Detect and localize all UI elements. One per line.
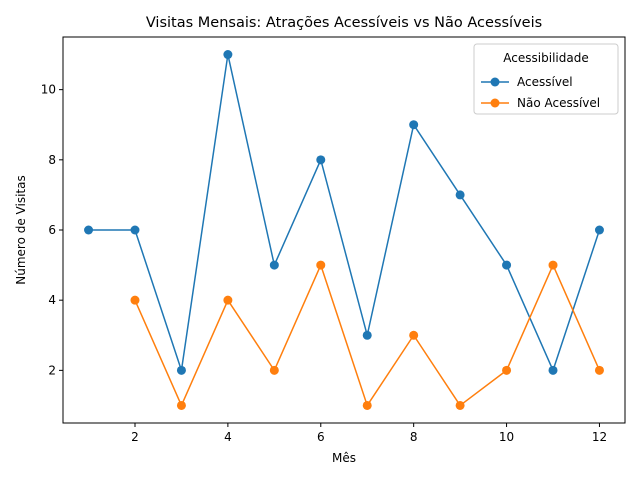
data-point: [223, 295, 233, 305]
data-point: [548, 365, 558, 375]
y-tick-label: 2: [48, 363, 56, 377]
series-layer: [84, 50, 604, 410]
legend: Acessibilidade Acessível Não Acessível: [473, 43, 619, 115]
x-axis: 2 4 6 8 10 12: [131, 423, 607, 444]
legend-marker-swatch: [490, 77, 500, 87]
y-axis: 2 4 6 8 10: [41, 83, 63, 377]
data-point: [269, 260, 279, 270]
chart-title: Visitas Mensais: Atrações Acessíveis vs …: [146, 15, 542, 31]
x-axis-label: Mês: [332, 451, 356, 465]
data-point: [455, 400, 465, 410]
data-point: [548, 260, 558, 270]
data-point: [176, 365, 186, 375]
y-tick-label: 6: [48, 223, 56, 237]
x-tick-label: 6: [317, 430, 325, 444]
data-point: [502, 260, 512, 270]
data-point: [362, 400, 372, 410]
data-point: [130, 225, 140, 235]
x-tick-label: 4: [224, 430, 232, 444]
data-point: [594, 225, 604, 235]
data-point: [84, 225, 94, 235]
y-axis-label: Número de Visitas: [14, 175, 28, 284]
y-tick-label: 8: [48, 153, 56, 167]
data-point: [502, 365, 512, 375]
legend-label: Não Acessível: [517, 96, 600, 110]
data-point: [409, 120, 419, 130]
data-point: [223, 50, 233, 60]
data-point: [455, 190, 465, 200]
x-tick-label: 10: [499, 430, 514, 444]
x-tick-label: 2: [131, 430, 139, 444]
legend-item-nao-acessivel: Não Acessível: [481, 96, 600, 110]
series-nao-acessivel: [130, 260, 604, 410]
x-tick-label: 8: [410, 430, 418, 444]
series-acessivel: [84, 50, 604, 375]
data-point: [269, 365, 279, 375]
series-line: [88, 53, 601, 372]
data-point: [316, 260, 326, 270]
data-point: [594, 365, 604, 375]
legend-box: [473, 43, 619, 115]
y-tick-label: 10: [41, 83, 56, 97]
data-point: [130, 295, 140, 305]
data-point: [176, 400, 186, 410]
y-tick-label: 4: [48, 293, 56, 307]
data-point: [316, 155, 326, 165]
x-tick-label: 12: [592, 430, 607, 444]
data-point: [362, 330, 372, 340]
legend-title: Acessibilidade: [503, 51, 588, 65]
legend-item-acessivel: Acessível: [481, 75, 573, 89]
legend-marker-swatch: [490, 98, 500, 108]
data-point: [409, 330, 419, 340]
legend-label: Acessível: [517, 75, 573, 89]
